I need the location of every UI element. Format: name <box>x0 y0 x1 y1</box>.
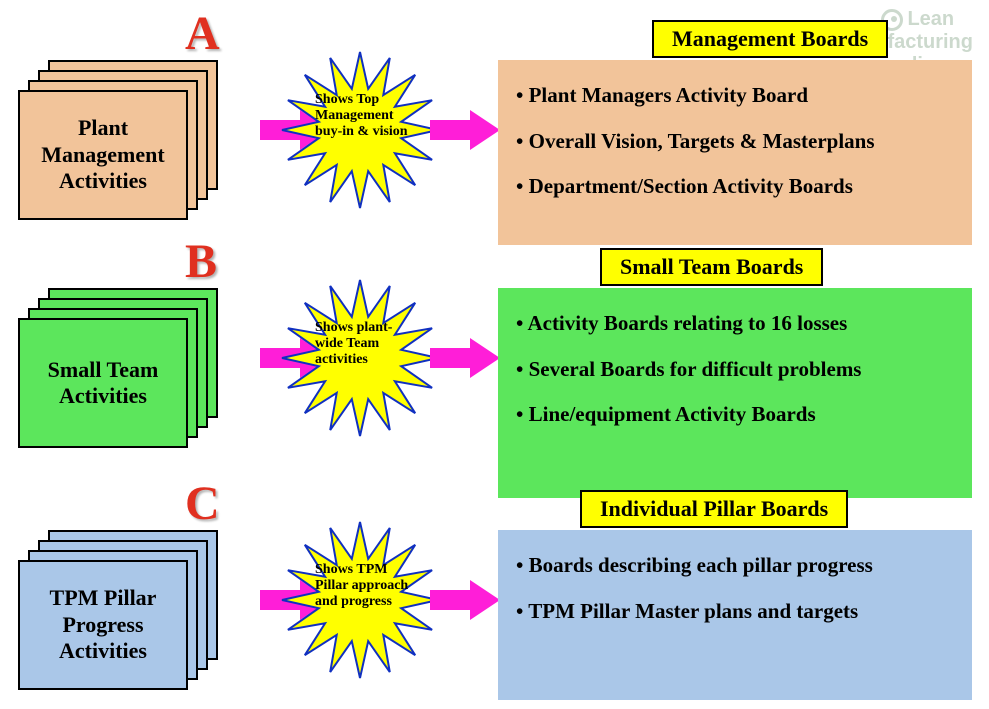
arrow-icon <box>430 338 500 378</box>
section-header: Individual Pillar Boards <box>580 490 848 528</box>
card-front: TPM Pillar Progress Activities <box>18 560 188 690</box>
bullet-item: Activity Boards relating to 16 losses <box>516 308 954 340</box>
content-box: Activity Boards relating to 16 losses Sev… <box>498 288 972 498</box>
section-header: Management Boards <box>652 20 888 58</box>
arrow-icon <box>430 110 500 150</box>
starburst: Shows TPM Pillar approach and progress <box>280 520 440 680</box>
bullet-item: TPM Pillar Master plans and targets <box>516 596 954 628</box>
starburst-text: Shows TPM Pillar approach and progress <box>315 562 415 610</box>
section-letter: A <box>185 6 220 61</box>
bullet-item: Line/equipment Activity Boards <box>516 399 954 431</box>
section-letter: C <box>185 476 220 531</box>
content-box: Boards describing each pillar progress TP… <box>498 530 972 700</box>
starburst-text: Shows Top Management buy-in & vision <box>315 92 415 140</box>
starburst: Shows plant-wide Team activities <box>280 278 440 438</box>
bullet-item: Department/Section Activity Boards <box>516 171 954 203</box>
card-front: Small Team Activities <box>18 318 188 448</box>
bullet-item: Overall Vision, Targets & Masterplans <box>516 126 954 158</box>
content-box: Plant Managers Activity Board Overall Vis… <box>498 60 972 245</box>
section-header: Small Team Boards <box>600 248 823 286</box>
starburst: Shows Top Management buy-in & vision <box>280 50 440 210</box>
starburst-text: Shows plant-wide Team activities <box>315 320 415 368</box>
bullet-item: Several Boards for difficult problems <box>516 354 954 386</box>
section-letter: B <box>185 234 217 289</box>
bullet-item: Plant Managers Activity Board <box>516 80 954 112</box>
card-front: Plant Management Activities <box>18 90 188 220</box>
arrow-icon <box>430 580 500 620</box>
bullet-item: Boards describing each pillar progress <box>516 550 954 582</box>
